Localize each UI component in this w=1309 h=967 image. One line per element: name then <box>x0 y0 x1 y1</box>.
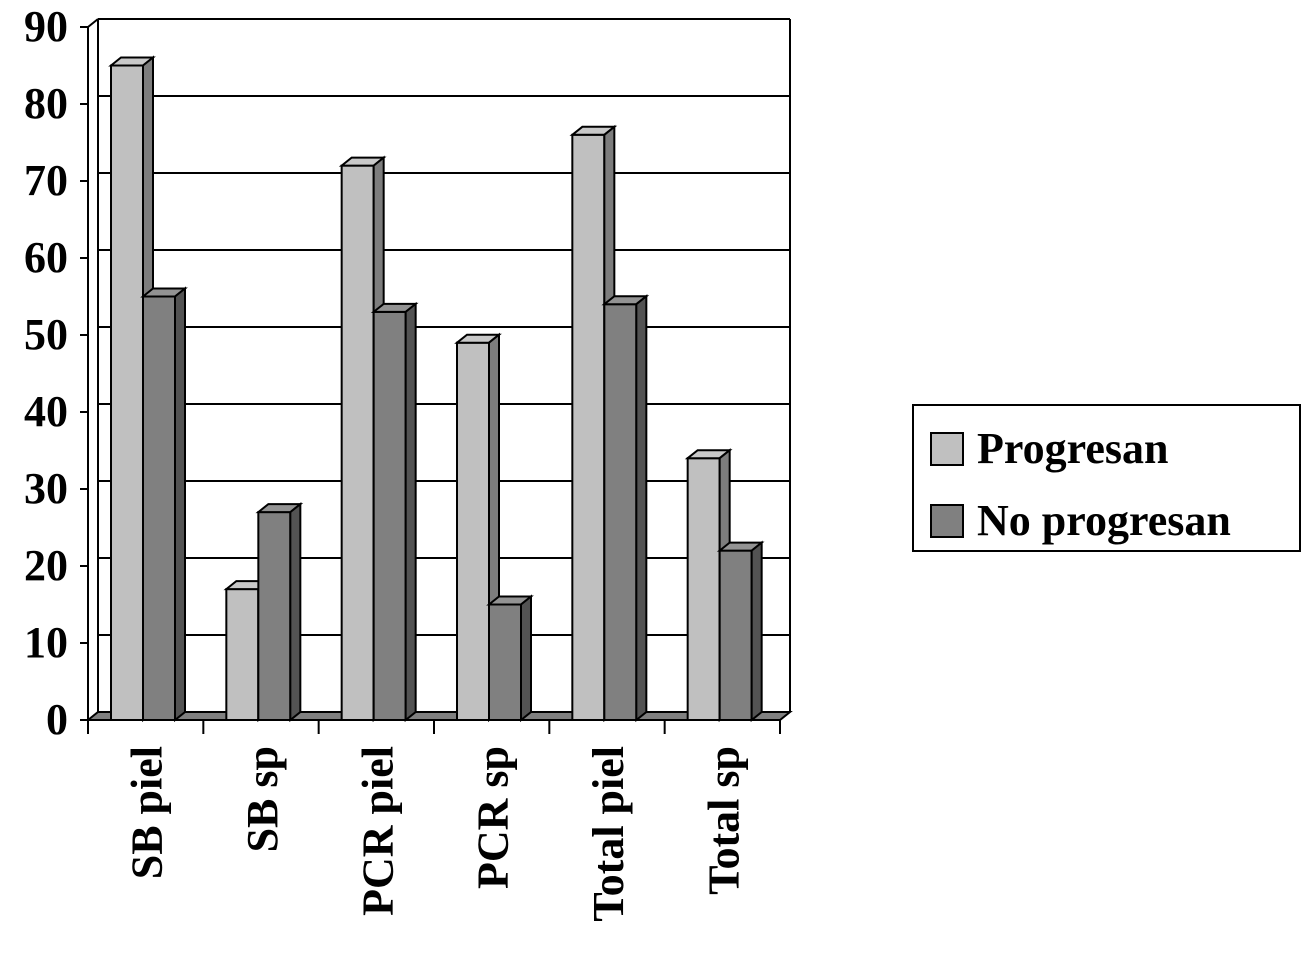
y-tick-label: 0 <box>46 695 68 744</box>
bar <box>601 294 650 723</box>
bar <box>716 540 765 723</box>
y-tick-label: 60 <box>24 233 68 282</box>
bars <box>108 55 765 723</box>
gridlines <box>98 18 790 636</box>
y-tick-label: 10 <box>24 618 68 667</box>
legend-label: Progresan <box>977 424 1168 473</box>
x-tick-label: SB piel <box>123 746 172 879</box>
legend-box <box>912 404 1301 552</box>
bar <box>255 502 304 723</box>
legend-swatch <box>930 504 964 538</box>
y-tick-label: 70 <box>24 156 68 205</box>
x-tick-label: SB sp <box>238 746 287 852</box>
x-tick-label: PCR sp <box>469 746 518 889</box>
bar <box>370 301 419 723</box>
y-tick-label: 90 <box>24 2 68 51</box>
floor <box>85 711 793 721</box>
plot-frame <box>87 18 791 720</box>
x-tick-label: PCR piel <box>353 746 402 916</box>
bar <box>569 124 618 723</box>
y-axis: 0 10 20 30 40 50 60 70 80 90 <box>24 2 88 744</box>
frame-edge <box>87 18 99 28</box>
legend-swatch <box>930 432 964 466</box>
legend-label: No progresan <box>977 496 1231 545</box>
y-tick-label: 30 <box>24 464 68 513</box>
bar <box>486 594 534 723</box>
legend: Progresan No progresan <box>912 404 1301 552</box>
y-tick-label: 20 <box>24 541 68 590</box>
bar <box>140 286 188 723</box>
x-tick-label: Total piel <box>584 746 633 922</box>
x-tick-label: Total sp <box>699 746 748 895</box>
y-tick-label: 80 <box>24 79 68 128</box>
y-tick-label: 40 <box>24 387 68 436</box>
chart-floor <box>85 711 793 721</box>
x-axis: SB piel SB sp PCR piel PCR sp Total piel Tota… <box>87 719 781 922</box>
y-tick-label: 50 <box>24 310 68 359</box>
